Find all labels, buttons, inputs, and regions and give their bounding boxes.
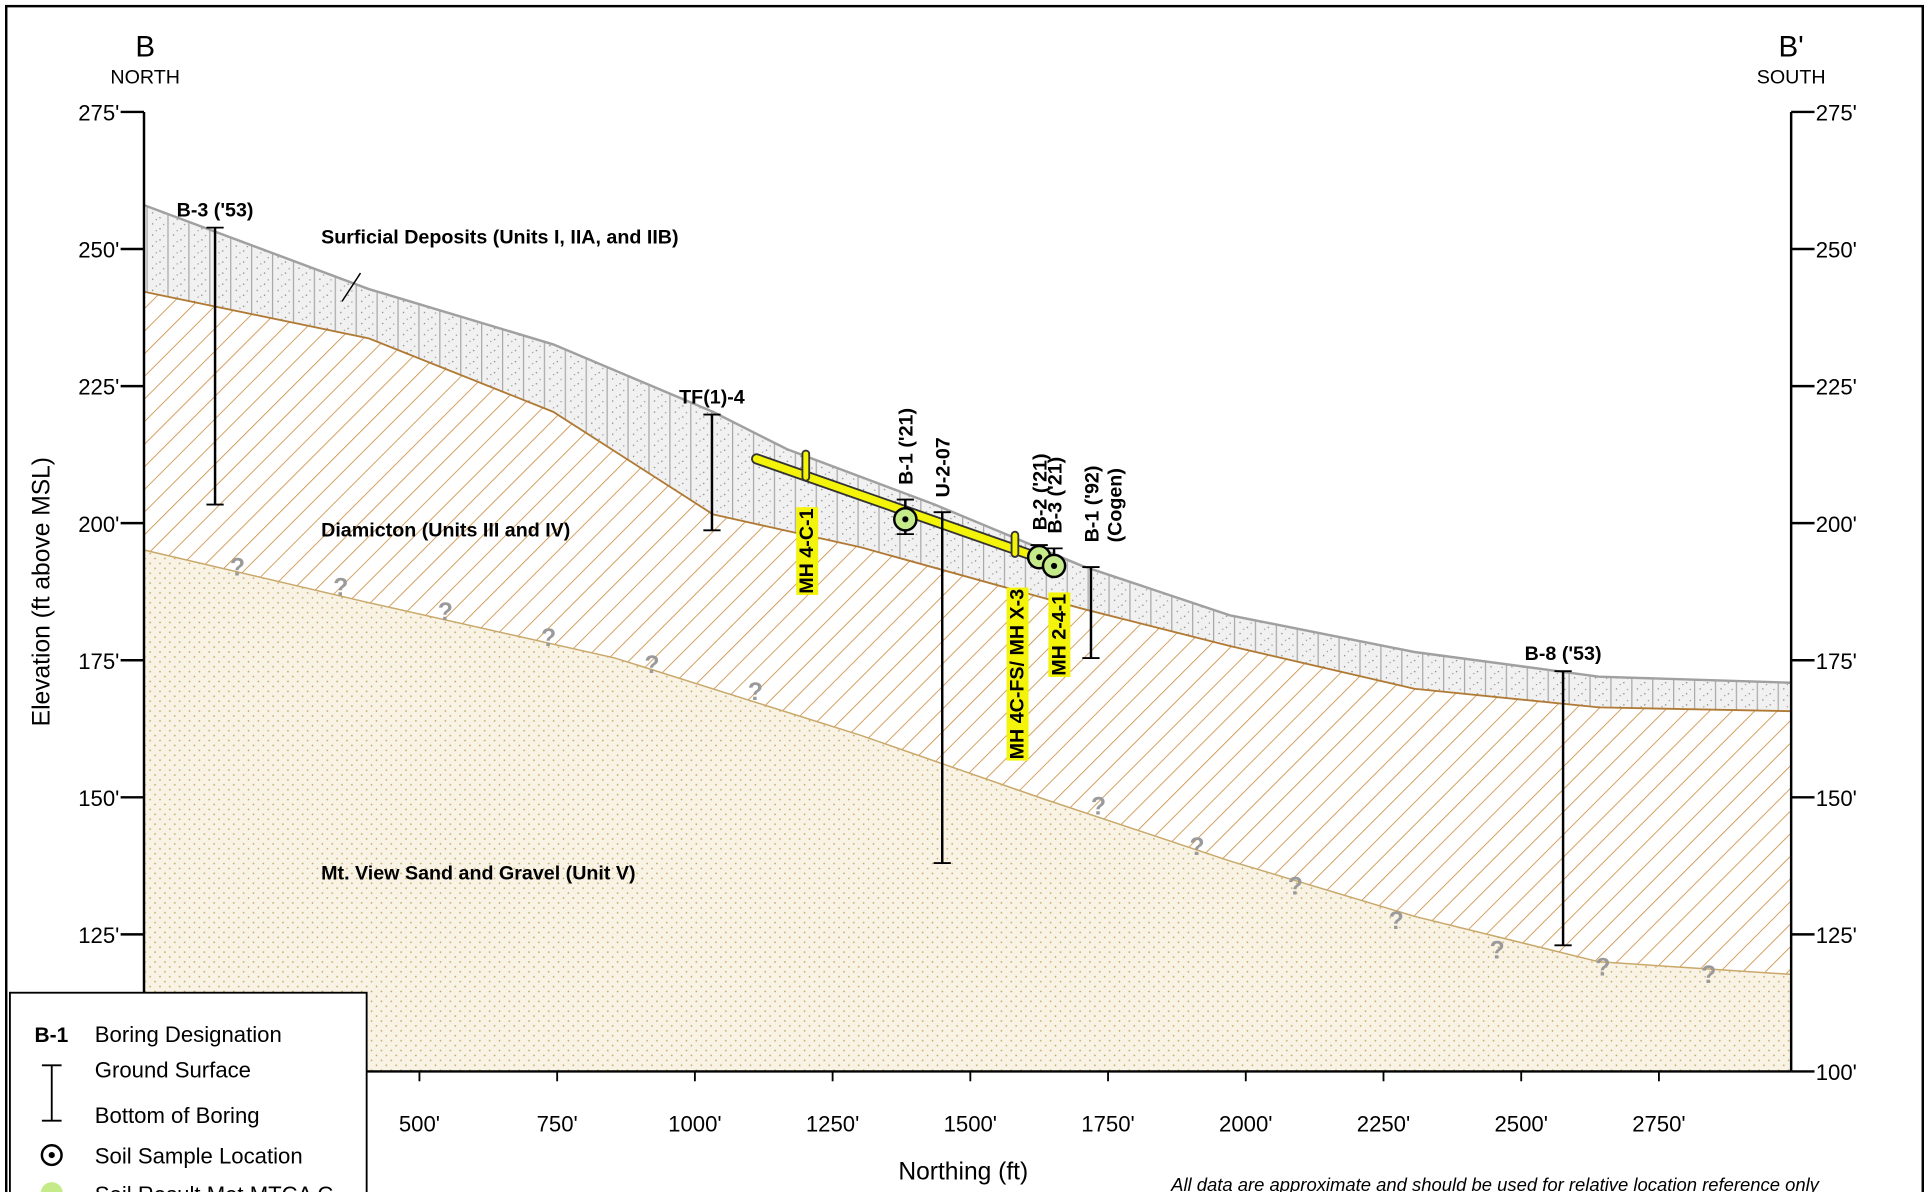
uncertain-marker: ? [333,574,348,601]
y-tick-label: 275' [1816,101,1857,126]
pipe-label: MH 4C-FS/ MH X-3 [1007,588,1029,761]
uncertain-marker: ? [1701,962,1716,989]
soil-sample-dot [1036,554,1042,560]
section-letter: B [135,31,155,64]
uncertain-marker: ? [541,625,556,652]
direction: SOUTH [1757,67,1826,89]
legend-text: Bottom of Boring [95,1103,260,1128]
soil-sample-dot [902,516,908,522]
y-tick-label: 150' [1816,786,1857,811]
pipe-label-text: MH 4C-FS/ MH X-3 [1007,589,1029,760]
unit-label: Diamicton (Units III and IV) [321,519,570,541]
y-tick-label: 100' [1816,1060,1857,1085]
uncertain-marker: ? [1288,873,1303,900]
boring-label: U-2-07 [933,437,955,497]
x-tick-label: 1500' [944,1112,997,1137]
unit-label: Mt. View Sand and Gravel (Unit V) [321,863,635,885]
boring-label: (Cogen) [1105,468,1127,542]
note: All data are approximate and should be u… [1170,1174,1821,1192]
y-tick-label: 125' [1816,923,1857,948]
legend-text: Ground Surface [95,1058,251,1083]
boring-label: B-3 ('21) [1044,457,1066,534]
boring-label: B-8 ('53) [1525,643,1602,665]
legend-example: B-1 [35,1024,69,1047]
y-tick-label: 150' [78,786,119,811]
y-tick-label: 200' [78,512,119,537]
x-axis-label: Northing (ft) [898,1159,1028,1186]
x-tick-label: 1250' [806,1112,859,1137]
y-tick-label: 225' [78,375,119,400]
direction: NORTH [110,67,180,89]
uncertain-marker: ? [1091,793,1106,820]
legend: B-1 Boring Designation Ground Surface Bo… [10,993,367,1192]
x-tick-label: 2750' [1632,1112,1685,1137]
section-letter: B' [1778,31,1803,64]
x-tick-label: 500' [399,1112,440,1137]
legend-sample-dot [49,1152,55,1158]
y-tick-label: 275' [78,101,119,126]
uncertain-marker: ? [230,555,245,582]
y-axis-label: Elevation (ft above MSL) [28,457,55,726]
x-tick-label: 1000' [668,1112,721,1137]
cross-section: ????????????? Surficial Deposits (Units I… [0,0,1929,1192]
pipe-label: MH 4-C-1 [796,507,818,595]
soil-sample-dot [1051,563,1057,569]
uncertain-marker: ? [1595,954,1610,981]
y-tick-label: 200' [1816,512,1857,537]
y-tick-label: 250' [1816,238,1857,263]
x-tick-label: 1750' [1081,1112,1134,1137]
pipe-label-text: MH 2-4-1 [1048,594,1070,676]
y-tick-label: 175' [1816,649,1857,674]
x-tick-label: 2250' [1357,1112,1410,1137]
y-tick-label: 250' [78,238,119,263]
pipe-label-text: MH 4-C-1 [796,508,818,593]
legend-text: Soil Result Met MTCA C [95,1182,334,1192]
boring-label: B-3 ('53) [177,200,254,222]
uncertain-marker: ? [1490,937,1505,964]
y-tick-label: 125' [78,923,119,948]
boring-label: B-1 ('92) [1081,466,1103,543]
x-tick-label: 2500' [1494,1112,1547,1137]
pipe-label: MH 2-4-1 [1048,592,1070,677]
x-tick-label: 750' [537,1112,578,1137]
uncertain-marker: ? [438,599,453,626]
boring-label: B-1 ('21) [896,408,918,485]
uncertain-marker: ? [1389,908,1404,935]
unit-label: Surficial Deposits (Units I, IIA, and II… [321,227,678,249]
uncertain-marker: ? [748,679,763,706]
y-tick-label: 175' [78,649,119,674]
uncertain-marker: ? [1189,834,1204,861]
legend-text: Boring Designation [95,1022,282,1047]
legend-text: Soil Sample Location [95,1144,303,1169]
y-tick-label: 225' [1816,375,1857,400]
boring-label: TF(1)-4 [679,387,745,409]
x-tick-label: 2000' [1219,1112,1272,1137]
uncertain-marker: ? [645,652,660,679]
